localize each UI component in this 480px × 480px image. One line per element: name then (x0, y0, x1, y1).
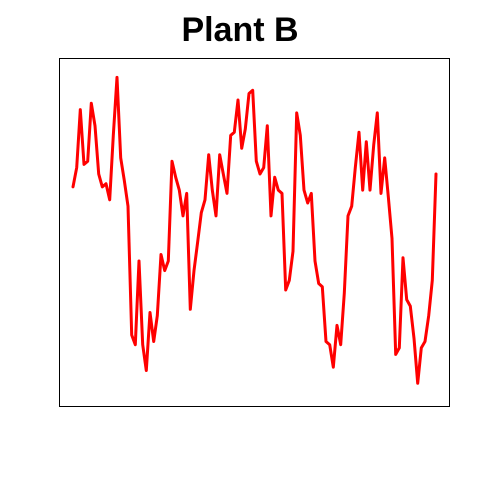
plot-frame (59, 58, 450, 407)
chart-title: Plant B (181, 11, 299, 49)
series-line-0 (71, 75, 438, 385)
series-layer (71, 75, 438, 385)
